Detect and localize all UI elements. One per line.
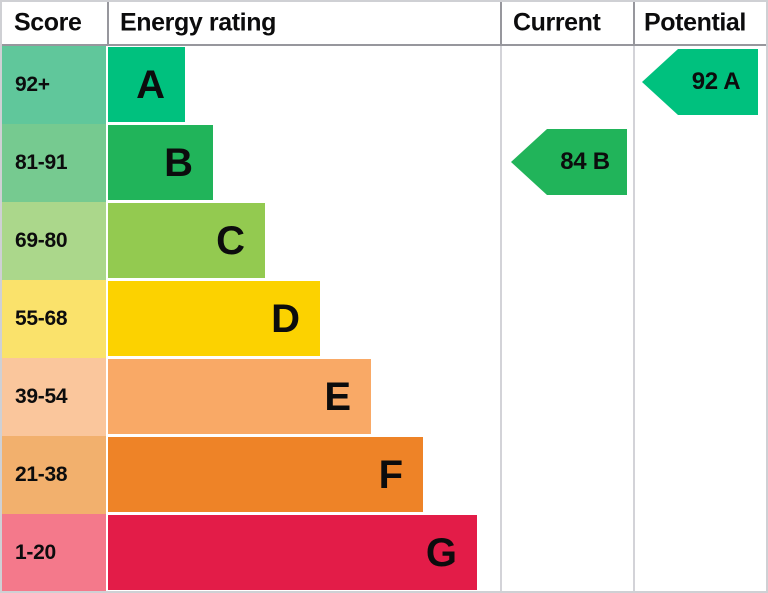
current-rating-label: 84 B: [560, 148, 610, 175]
band-row-a: 92+ A 92 A: [2, 46, 766, 124]
rating-bar-b: B: [108, 125, 213, 200]
band-row-f: 21-38 F: [2, 436, 766, 514]
score-range-d: 55-68: [2, 280, 106, 358]
rating-bar-g: G: [108, 515, 477, 590]
current-column-divider: [500, 46, 502, 591]
header-divider-current: [500, 2, 502, 44]
rating-bar-f: F: [108, 437, 423, 512]
rating-letter-b: B: [164, 140, 193, 185]
rating-letter-g: G: [425, 530, 457, 575]
rating-letter-f: F: [378, 452, 403, 497]
potential-rating-marker: 92 A: [642, 49, 758, 115]
rating-letter-c: C: [216, 218, 245, 263]
header-energy-rating: Energy rating: [120, 8, 276, 37]
rating-letter-a: A: [136, 62, 165, 107]
rating-bands: 92+ A 92 A 81-91 B 84 B 69-80 C 55-68 D …: [2, 46, 766, 591]
rating-bar-c: C: [108, 203, 265, 278]
rating-letter-e: E: [324, 374, 351, 419]
score-range-a: 92+: [2, 46, 106, 124]
header-divider-score: [107, 2, 109, 44]
potential-column-divider: [633, 46, 635, 591]
potential-rating-label: 92 A: [691, 68, 741, 95]
score-range-e: 39-54: [2, 358, 106, 436]
score-range-f: 21-38: [2, 436, 106, 514]
header-score: Score: [14, 8, 82, 37]
rating-bar-d: D: [108, 281, 320, 356]
chart-header-row: Score Energy rating Current Potential: [2, 2, 766, 46]
band-row-b: 81-91 B 84 B: [2, 124, 766, 202]
score-range-b: 81-91: [2, 124, 106, 202]
band-row-g: 1-20 G: [2, 514, 766, 591]
rating-bar-a: A: [108, 47, 185, 122]
rating-bar-e: E: [108, 359, 371, 434]
header-current: Current: [513, 8, 601, 37]
score-range-c: 69-80: [2, 202, 106, 280]
score-range-g: 1-20: [2, 514, 106, 591]
band-row-c: 69-80 C: [2, 202, 766, 280]
band-row-d: 55-68 D: [2, 280, 766, 358]
band-row-e: 39-54 E: [2, 358, 766, 436]
current-rating-marker: 84 B: [511, 129, 627, 195]
rating-letter-d: D: [271, 296, 300, 341]
header-potential: Potential: [644, 8, 746, 37]
header-divider-potential: [633, 2, 635, 44]
